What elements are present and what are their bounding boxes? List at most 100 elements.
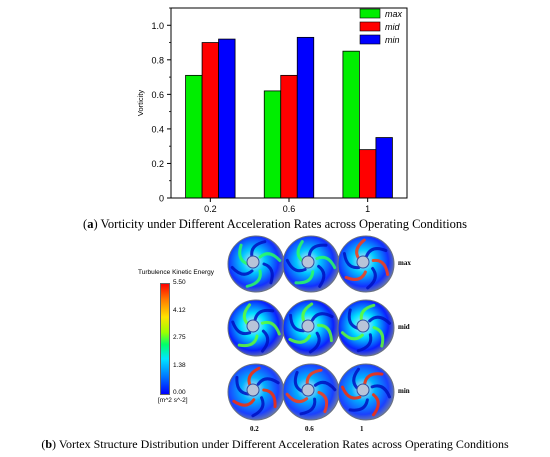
vortex-blade-2 bbox=[285, 258, 307, 273]
column-label-1: 0.6 bbox=[305, 425, 314, 433]
vortex-blade-5 bbox=[262, 388, 277, 409]
vortex-hub bbox=[356, 383, 370, 397]
vortex-blade-3 bbox=[359, 303, 376, 323]
vortex-blade-1 bbox=[245, 269, 262, 288]
vortex-blade-5 bbox=[260, 320, 281, 336]
vortex-blade-2 bbox=[235, 375, 250, 396]
vortex-image-mid-1 bbox=[337, 299, 395, 357]
vortex-blade-2 bbox=[289, 313, 305, 333]
colorbar-unit: [m^2 s^-2] bbox=[158, 397, 188, 404]
vortex-blade-5 bbox=[317, 323, 333, 343]
vortex-blade-4 bbox=[310, 312, 334, 322]
vortex-hub bbox=[246, 319, 260, 333]
vortex-blade-1 bbox=[344, 270, 367, 281]
column-label-2: 1 bbox=[360, 425, 364, 433]
colorbar-tick-3: 1.38 bbox=[173, 361, 186, 369]
x-tick-label-0: 0.2 bbox=[204, 204, 217, 214]
y-axis-label: Vorticity bbox=[136, 90, 145, 117]
vortex-blade-1 bbox=[285, 392, 309, 404]
y-tick-label-0: 0 bbox=[159, 194, 164, 204]
vortex-blade-1 bbox=[340, 331, 364, 341]
x-tick-label-2: 1 bbox=[365, 204, 370, 214]
vortex-blade-2 bbox=[231, 320, 252, 336]
legend-swatch-mid bbox=[359, 21, 381, 32]
column-label-0: 0.2 bbox=[250, 425, 259, 433]
row-label-max: max bbox=[398, 259, 411, 267]
caption-a-text: Vorticity under Different Acceleration R… bbox=[100, 217, 467, 231]
vortex-blade-2 bbox=[342, 252, 361, 270]
caption-b-text: Vortex Structure Distribution under Diff… bbox=[58, 437, 509, 451]
vortex-hub bbox=[301, 383, 315, 397]
vortex-blade-4 bbox=[307, 243, 328, 258]
y-tick-label-1: 0.2 bbox=[151, 159, 164, 169]
legend-swatch-min bbox=[359, 34, 381, 45]
vortex-blade-0 bbox=[299, 397, 317, 416]
vortex-blade-0 bbox=[317, 264, 326, 288]
vortex-blade-4 bbox=[370, 384, 391, 399]
plot-frame bbox=[170, 7, 408, 199]
vortex-image-mid-0.2 bbox=[227, 299, 285, 357]
vortex-blade-4 bbox=[365, 247, 388, 258]
vortex-blade-5 bbox=[317, 390, 329, 414]
vortex-blade-4 bbox=[253, 308, 275, 322]
x-tick-label-1: 0.6 bbox=[283, 204, 296, 214]
vortex-image-max-1 bbox=[337, 235, 395, 293]
vortex-blade-2 bbox=[347, 308, 360, 330]
vortex-blade-0 bbox=[262, 262, 274, 285]
vortex-blade-1 bbox=[341, 385, 362, 400]
vortex-blade-2 bbox=[230, 266, 254, 276]
vortex-image-min-0.6 bbox=[282, 363, 340, 421]
vortex-hub bbox=[356, 255, 370, 269]
caption-b: (b) Vortex Structure Distribution under … bbox=[41, 437, 509, 451]
vortex-blade-0 bbox=[366, 267, 377, 290]
vortex-blade-5 bbox=[371, 258, 390, 276]
vortex-blade-2 bbox=[293, 370, 305, 394]
vortex-blade-0 bbox=[308, 331, 321, 354]
colorbar bbox=[160, 283, 170, 395]
caption-a-label: a bbox=[87, 217, 94, 231]
vortex-blade-1 bbox=[232, 398, 256, 407]
legend-label-max: max bbox=[385, 9, 403, 19]
y-tick-label-2: 0.4 bbox=[151, 124, 164, 134]
caption-a: (a) Vorticity under Different Accelerati… bbox=[83, 217, 467, 231]
vortex-image-mid-0.6 bbox=[282, 299, 340, 357]
legend-label-min: min bbox=[385, 35, 400, 45]
vortex-blade-0 bbox=[260, 329, 270, 353]
row-label-mid: mid bbox=[398, 323, 410, 331]
row-label-min: min bbox=[398, 387, 410, 395]
caption-b-label: b bbox=[45, 437, 53, 451]
vortex-blade-5 bbox=[315, 255, 337, 270]
vortex-hub bbox=[246, 255, 260, 269]
y-tick-label-3: 0.6 bbox=[151, 90, 164, 100]
vortex-blade-5 bbox=[372, 393, 380, 417]
vortex-blade-5 bbox=[372, 326, 385, 348]
colorbar-tick-2: 2.75 bbox=[173, 334, 186, 341]
vortex-blade-3 bbox=[363, 372, 384, 386]
vortex-hub bbox=[246, 383, 260, 397]
vortex-image-min-1 bbox=[337, 363, 395, 421]
vortex-hub bbox=[301, 319, 315, 333]
vortex-blade-4 bbox=[256, 377, 280, 386]
vortex-image-max-0.2 bbox=[227, 235, 285, 293]
vortex-blade-0 bbox=[356, 333, 373, 353]
vortex-blade-1 bbox=[288, 334, 312, 344]
vortex-blade-4 bbox=[250, 240, 267, 259]
legend-swatch-max bbox=[359, 8, 381, 19]
vortex-blade-3 bbox=[238, 243, 250, 266]
vortex-blade-0 bbox=[251, 396, 265, 418]
colorbar-tick-1: 4.12 bbox=[173, 306, 186, 314]
y-tick-label-5: 1.0 bbox=[151, 21, 164, 31]
vortex-blade-4 bbox=[368, 315, 392, 325]
vortex-hub bbox=[301, 255, 315, 269]
colorbar-tick-4: 0.00 bbox=[173, 389, 186, 396]
colorbar-title: Turbulence Kinetic Energy bbox=[138, 269, 214, 276]
vortex-blade-0 bbox=[348, 398, 369, 412]
vortex-blade-1 bbox=[294, 270, 315, 285]
vortex-blade-3 bbox=[305, 368, 323, 387]
vortex-hub bbox=[356, 319, 370, 333]
vortex-blade-5 bbox=[258, 252, 282, 262]
vortex-image-min-0.2 bbox=[227, 363, 285, 421]
colorbar-tick-0: 5.50 bbox=[173, 279, 186, 286]
vortex-blade-1 bbox=[237, 334, 259, 348]
